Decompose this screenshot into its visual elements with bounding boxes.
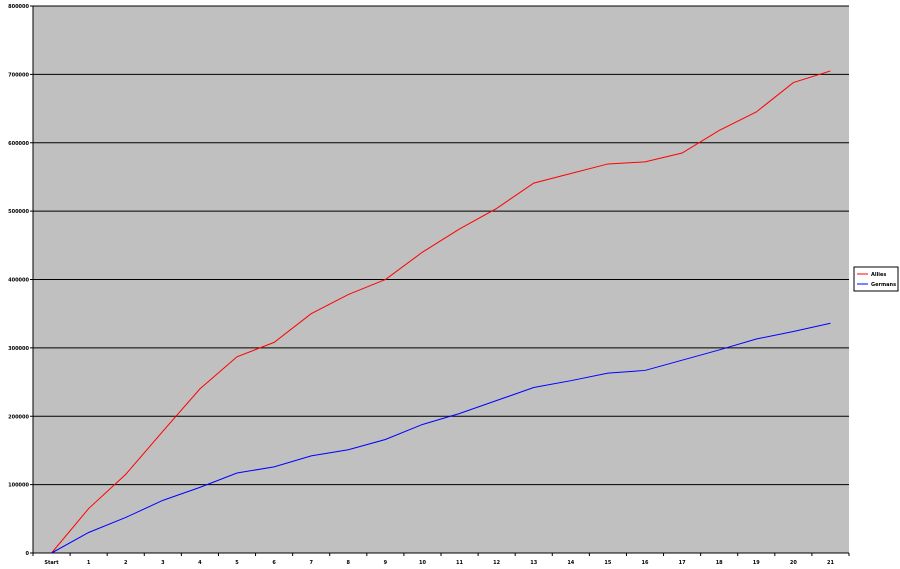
x-tick-label: 11 (456, 560, 463, 566)
series-line-allies (51, 70, 831, 554)
x-axis-ticks: Start 1 2 3 4 5 6 7 8 9 10 11 12 13 14 15 16 17 18 19 20 21 (32, 553, 850, 566)
y-tick-label: 500000 (8, 209, 29, 215)
x-tick-label: 14 (567, 560, 574, 566)
x-tick-label: 13 (530, 560, 537, 566)
x-tick-label: 8 (347, 560, 351, 566)
x-tick-label: 4 (198, 560, 202, 566)
x-tick-label: 15 (604, 560, 611, 566)
x-tick-label: 18 (716, 560, 723, 566)
x-tick-label: 9 (384, 560, 388, 566)
y-tick-label: 800000 (8, 4, 29, 10)
series-line-germans (51, 322, 831, 554)
x-tick-label: 6 (272, 560, 276, 566)
y-tick-label: 400000 (8, 278, 29, 284)
x-tick-label: 21 (827, 560, 834, 566)
y-axis-ticks: 0 100000 200000 300000 400000 500000 600000 700… (8, 4, 33, 557)
x-tick-label: 19 (753, 560, 760, 566)
x-tick-label: 16 (642, 560, 649, 566)
x-tick-label: Start (44, 560, 59, 566)
y-tick-label: 700000 (8, 72, 29, 78)
x-tick-label: 2 (124, 560, 128, 566)
y-tick-label: 300000 (8, 346, 29, 352)
y-tick-label: 100000 (8, 483, 29, 489)
x-tick-label: 17 (679, 560, 686, 566)
legend-label: Allies (871, 272, 886, 278)
x-tick-label: 20 (790, 560, 797, 566)
series-lines (51, 70, 831, 554)
x-tick-label: 12 (493, 560, 500, 566)
x-tick-label: 1 (87, 560, 91, 566)
x-tick-label: 3 (161, 560, 165, 566)
x-tick-label: 10 (419, 560, 426, 566)
gridlines (33, 5, 849, 486)
x-tick-label: 7 (309, 560, 313, 566)
y-tick-label: 200000 (8, 414, 29, 420)
x-tick-label: 5 (235, 560, 239, 566)
legend: Allies Germans (853, 266, 899, 292)
y-tick-label: 0 (26, 551, 30, 557)
y-tick-label: 600000 (8, 141, 29, 147)
legend-label: Germans (871, 282, 896, 288)
legend-box (853, 266, 899, 292)
